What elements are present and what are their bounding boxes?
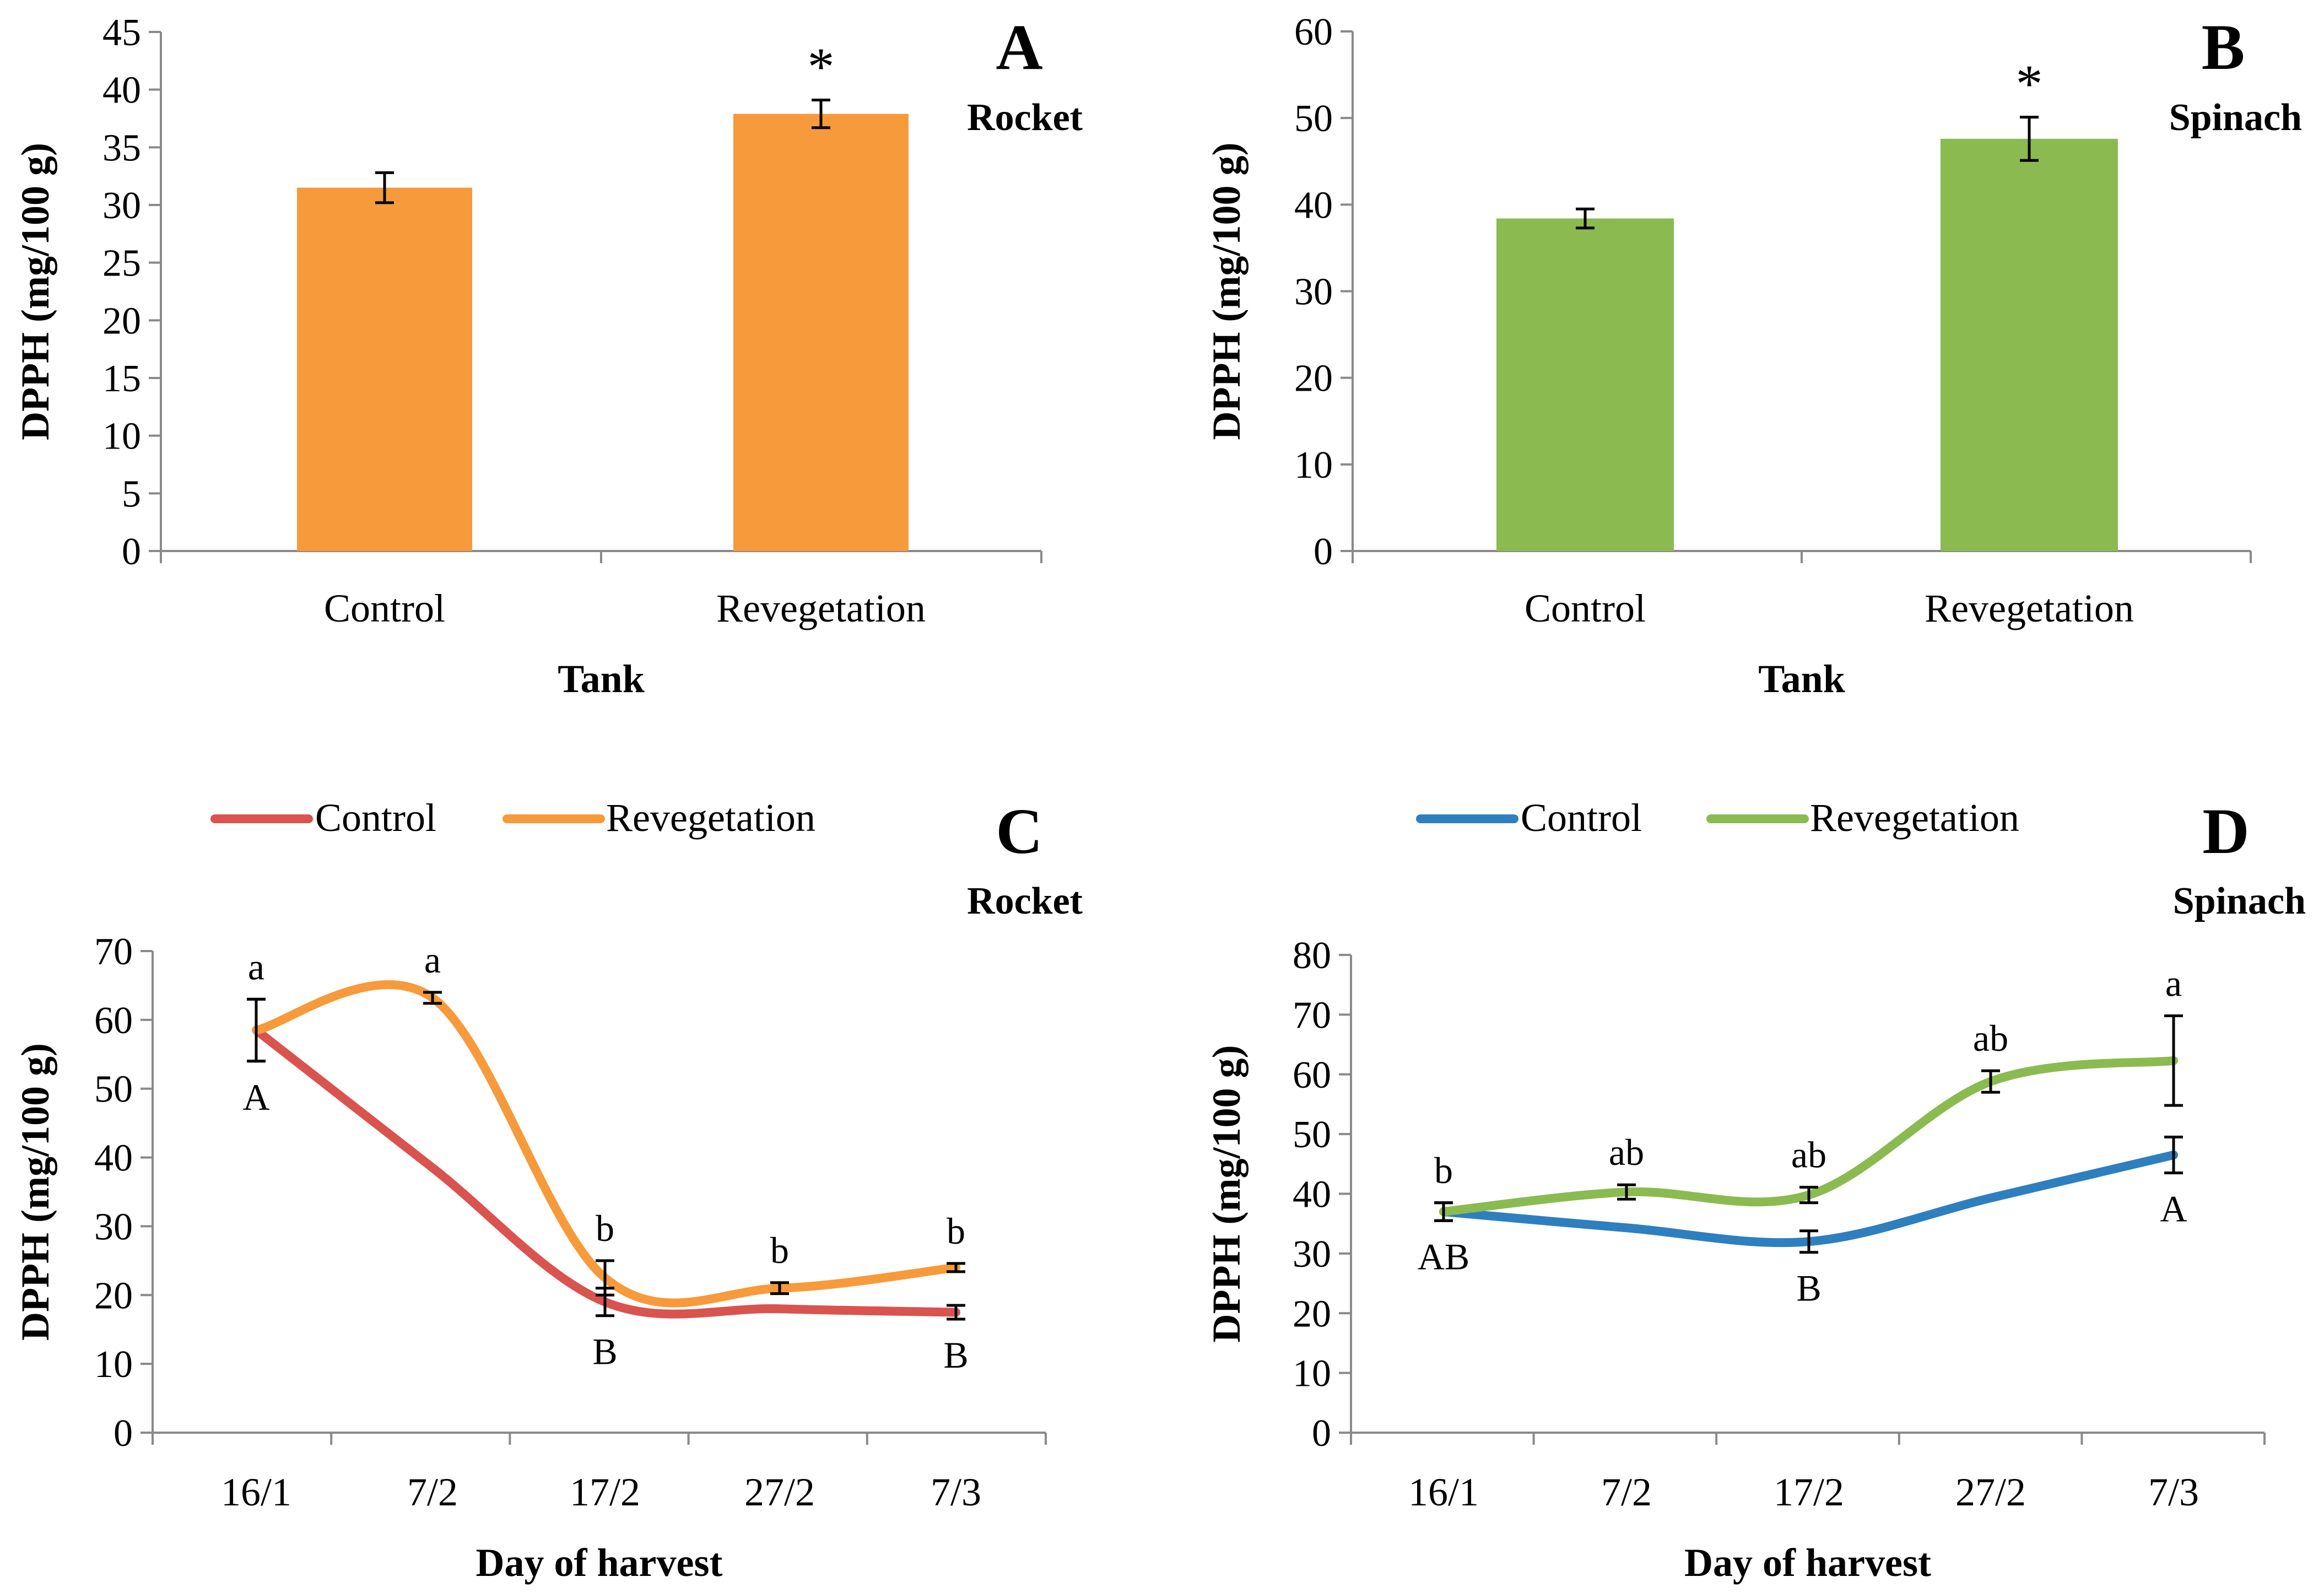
y-tick-label: 45	[102, 12, 141, 54]
y-tick-label: 30	[1293, 1233, 1331, 1276]
x-tick-label: Revegetation	[716, 586, 926, 630]
y-tick-label: 10	[1294, 444, 1333, 487]
significance-letter: b	[596, 1207, 614, 1249]
y-tick-label: 0	[1314, 531, 1333, 573]
species-label: Spinach	[2173, 880, 2306, 922]
y-tick-label: 20	[1294, 358, 1333, 400]
y-tick-label: 20	[94, 1275, 133, 1317]
x-tick-label: 17/2	[570, 1470, 640, 1514]
y-tick-label: 40	[94, 1137, 133, 1180]
significance-letter: b	[1434, 1149, 1453, 1191]
y-tick-label: 80	[1293, 935, 1331, 977]
x-tick-label: 16/1	[221, 1470, 291, 1514]
significance-letter: A	[2160, 1188, 2187, 1230]
panel-letter: D	[2202, 795, 2249, 867]
y-tick-label: 5	[122, 473, 141, 515]
x-tick-label: 7/2	[1601, 1470, 1652, 1514]
y-tick-label: 35	[102, 127, 141, 169]
x-tick-label: 7/3	[2148, 1470, 2199, 1514]
x-axis-title: Day of harvest	[1684, 1541, 1931, 1585]
x-axis-title: Tank	[558, 657, 645, 701]
species-label: Rocket	[967, 96, 1083, 139]
y-tick-label: 10	[1293, 1353, 1331, 1395]
y-tick-label: 15	[102, 358, 141, 400]
legend-label: Control	[315, 796, 436, 840]
x-tick-label: 7/2	[407, 1470, 458, 1514]
y-tick-label: 40	[1293, 1174, 1331, 1216]
y-tick-label: 10	[102, 415, 141, 458]
significance-letter: a	[2165, 963, 2182, 1005]
significance-letter: AB	[1418, 1235, 1469, 1277]
panel-B: 0 10 20 30 40 50 60 Control Revegetation Tank DPPH…	[1204, 11, 2302, 701]
y-tick-label: 60	[1294, 11, 1333, 53]
legend-label: Control	[1521, 796, 1642, 840]
bar-revegetation	[1941, 138, 2118, 552]
y-tick-label: 10	[94, 1343, 133, 1386]
x-tick-label: Control	[324, 586, 445, 630]
y-axis-title: DPPH (mg/100 g)	[13, 1043, 57, 1341]
x-tick-label: 7/3	[931, 1470, 981, 1514]
panel-C: 0 10 20 30 40 50 60 70 16/1 7/2 17/2 27/2 7/3 Day of …	[13, 795, 1083, 1585]
significance-letter: B	[592, 1331, 617, 1373]
significance-asterisk: *	[808, 37, 835, 97]
significance-letter: a	[248, 946, 264, 987]
x-axis-title: Tank	[1758, 657, 1845, 701]
significance-asterisk: *	[2016, 55, 2043, 114]
series-line-control	[252, 1025, 960, 1319]
y-tick-label: 0	[1312, 1412, 1331, 1455]
panel-letter: A	[996, 11, 1042, 83]
panel-letter: C	[996, 795, 1042, 867]
y-axis-title: DPPH (mg/100 g)	[1204, 143, 1249, 440]
y-tick-label: 60	[94, 1000, 133, 1042]
species-label: Spinach	[2169, 96, 2302, 139]
y-tick-label: 40	[102, 69, 141, 112]
y-tick-label: 30	[1294, 271, 1333, 314]
y-tick-label: 0	[122, 531, 141, 573]
panel-letter: B	[2202, 11, 2245, 83]
y-tick-label: 40	[1294, 184, 1333, 226]
y-tick-label: 25	[102, 242, 141, 285]
significance-letter: B	[943, 1334, 968, 1376]
significance-letter: b	[770, 1229, 789, 1271]
x-tick-label: 17/2	[1774, 1470, 1844, 1514]
y-tick-label: 60	[1293, 1054, 1331, 1097]
y-tick-label: 30	[102, 185, 141, 227]
y-tick-label: 50	[94, 1068, 133, 1111]
x-tick-label: 16/1	[1408, 1470, 1479, 1514]
y-tick-label: 20	[102, 300, 141, 342]
x-tick-label: 27/2	[1955, 1470, 2026, 1514]
y-axis-title: DPPH (mg/100 g)	[13, 143, 57, 440]
y-tick-label: 0	[114, 1412, 133, 1455]
significance-letter: ab	[1609, 1131, 1644, 1173]
y-tick-label: 70	[1293, 994, 1331, 1036]
panel-D: 0 10 20 30 40 50 60 70 80 16/1 7/2 17/2 27/2 7/3 Day o…	[1204, 795, 2306, 1585]
bar-control	[1496, 218, 1674, 552]
species-label: Rocket	[967, 880, 1083, 922]
bar-control	[297, 187, 472, 552]
significance-letter: A	[242, 1076, 269, 1118]
y-tick-label: 20	[1293, 1293, 1331, 1335]
y-tick-label: 70	[94, 931, 133, 973]
panel-A: 0 5 10 15 20 25 30 35 40 45 Control Revegetation Tan…	[13, 11, 1083, 701]
x-tick-label: Revegetation	[1925, 586, 2134, 630]
significance-letter: ab	[1791, 1134, 1826, 1176]
x-tick-label: Control	[1525, 586, 1646, 630]
legend-label: Revegetation	[1810, 796, 2019, 840]
x-tick-label: 27/2	[744, 1470, 815, 1514]
series-line-revegetation	[252, 980, 960, 1308]
y-tick-label: 30	[94, 1206, 133, 1248]
y-tick-label: 50	[1293, 1114, 1331, 1156]
significance-letter: b	[947, 1210, 965, 1252]
x-axis-title: Day of harvest	[476, 1541, 723, 1585]
significance-letter: ab	[1973, 1017, 2008, 1059]
y-tick-label: 50	[1294, 98, 1333, 140]
bar-revegetation	[733, 114, 909, 552]
significance-letter: a	[424, 939, 441, 981]
legend-label: Revegetation	[606, 796, 815, 840]
significance-letter: B	[1796, 1267, 1821, 1309]
y-axis-title: DPPH (mg/100 g)	[1204, 1045, 1249, 1343]
